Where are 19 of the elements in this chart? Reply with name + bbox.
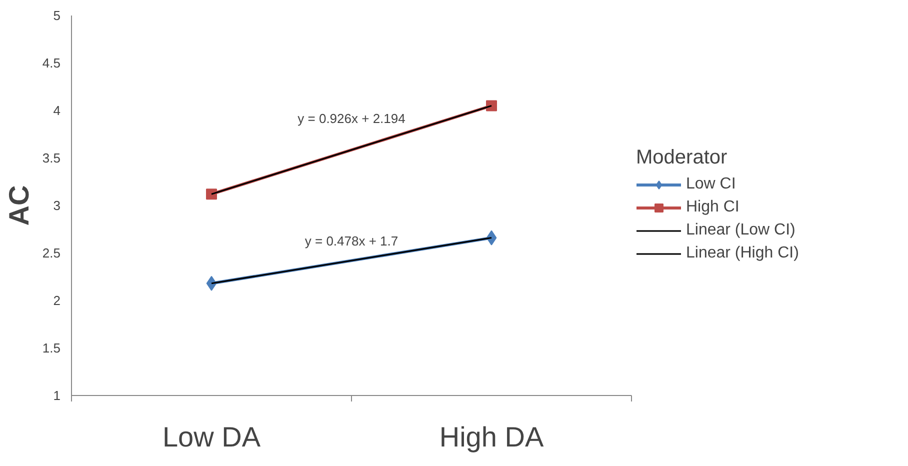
y-tick-label: 4 xyxy=(53,103,61,118)
annotation: y = 0.926x + 2.194 xyxy=(298,110,406,126)
y-tick-label: 5 xyxy=(53,8,61,23)
legend-label: Low CI xyxy=(686,176,736,194)
legend-label: Linear (Low CI) xyxy=(686,222,796,240)
legend-title: Moderator xyxy=(636,146,728,170)
y-tick-label: 1.5 xyxy=(42,340,61,356)
y-tick-label: 2 xyxy=(53,293,61,308)
y-tick-label: 1 xyxy=(53,388,61,403)
y-tick-label: 3 xyxy=(53,198,61,213)
legend-label: High CI xyxy=(686,198,740,216)
legend-label: Linear (High CI) xyxy=(686,244,799,262)
x-tick-label: High DA xyxy=(439,422,544,452)
y-tick-label: 4.5 xyxy=(42,56,61,70)
x-tick-label: Low DA xyxy=(162,422,261,452)
y-tick-label: 3.5 xyxy=(42,150,61,166)
y-axis-title: AC xyxy=(3,185,34,226)
annotation: y = 0.478x + 1.7 xyxy=(304,234,398,249)
y-tick-label: 2.5 xyxy=(42,246,61,260)
